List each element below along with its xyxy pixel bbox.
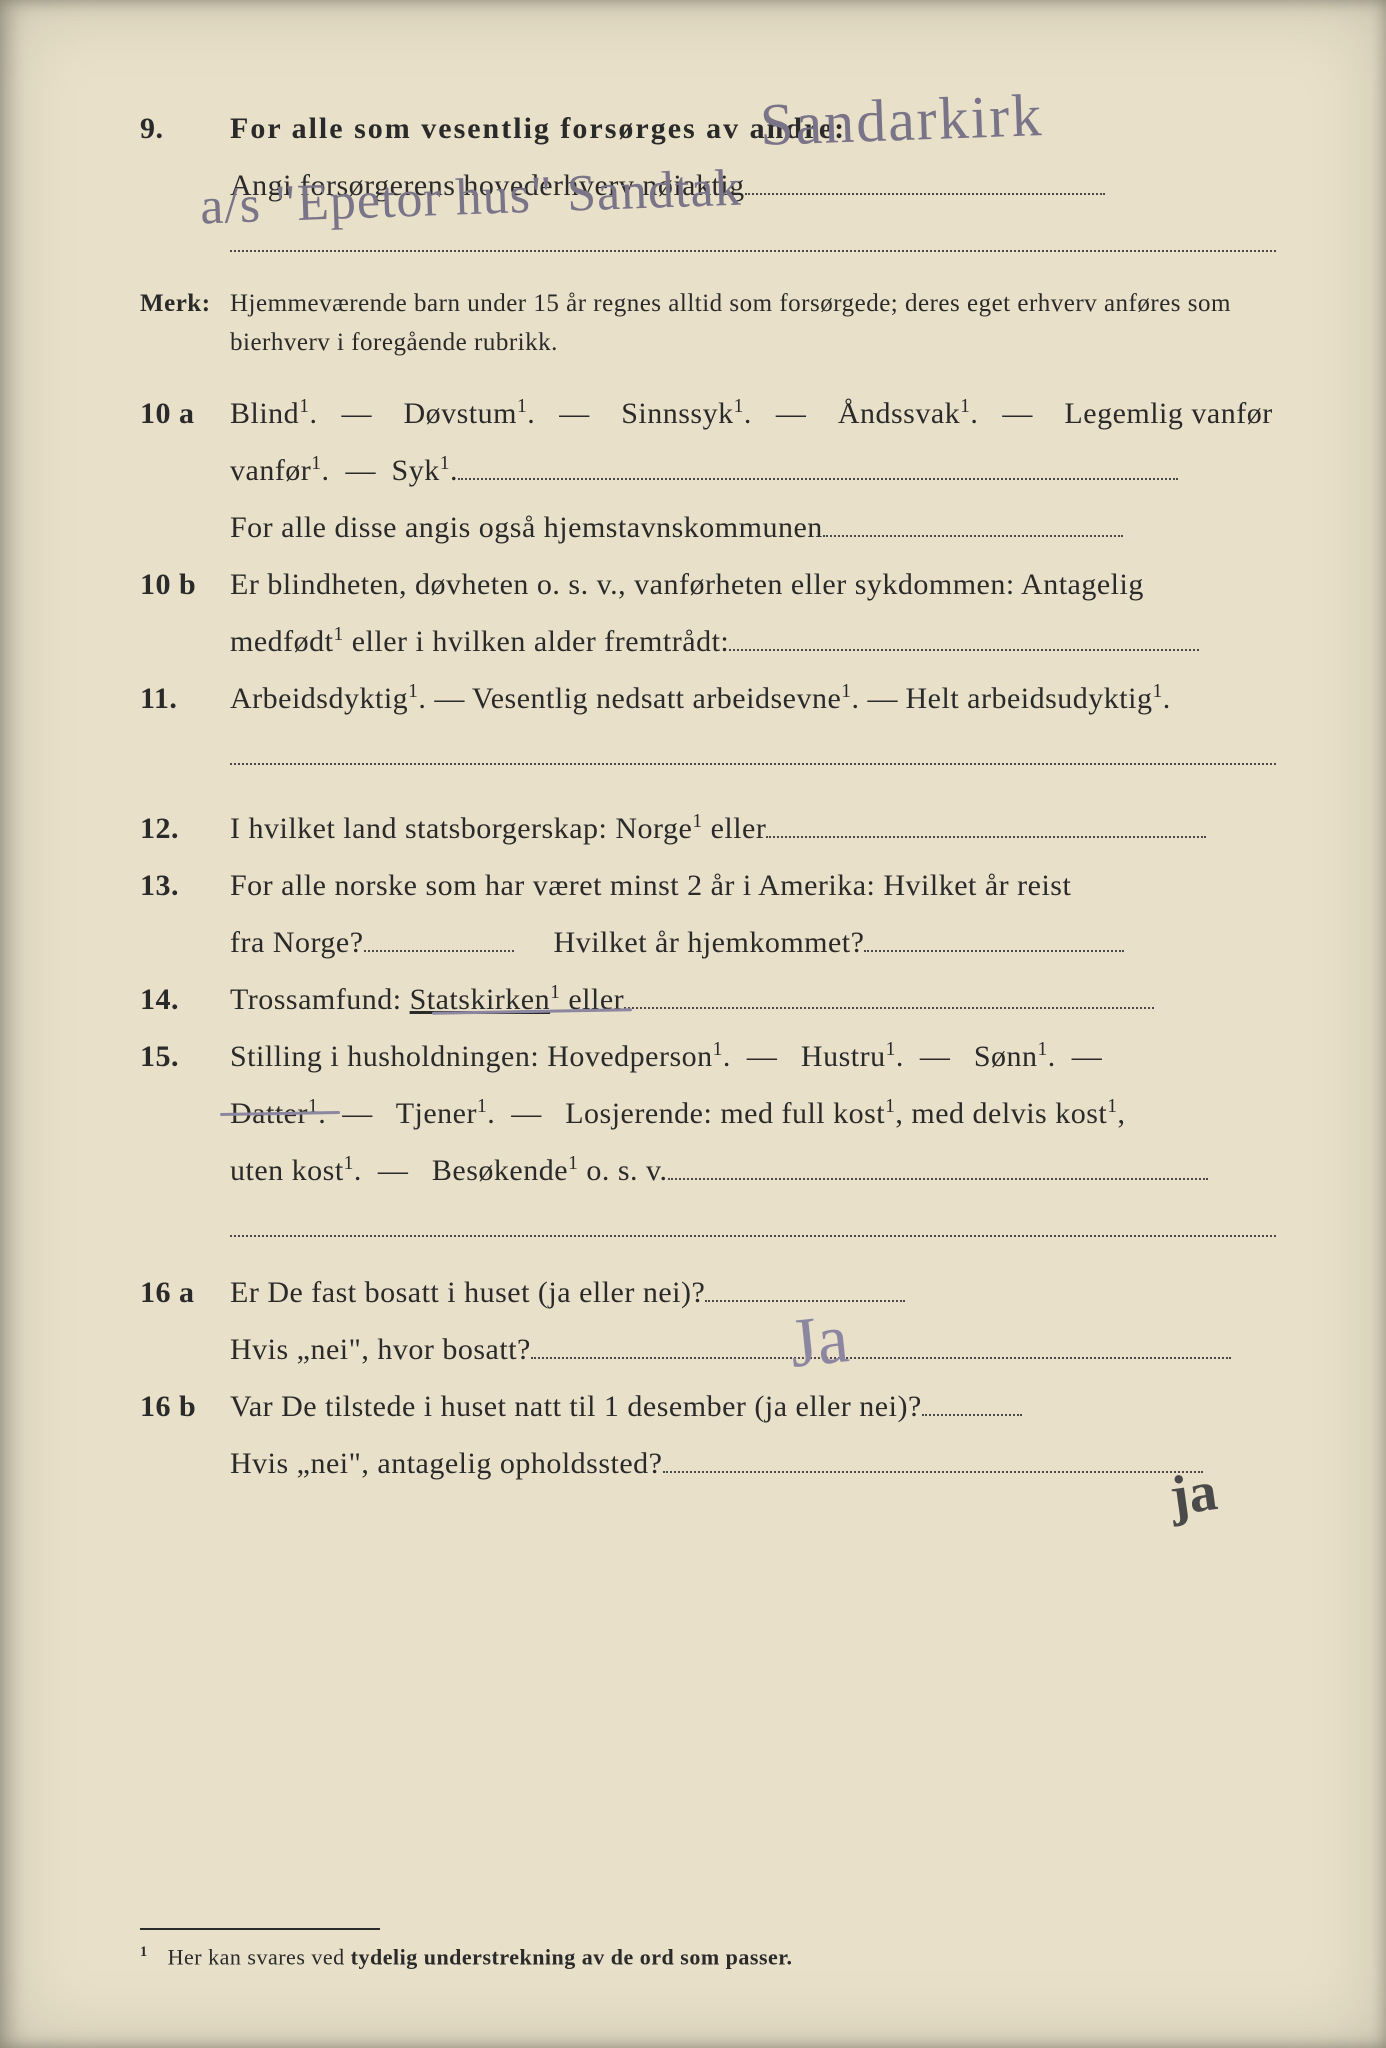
fill-line: [745, 166, 1105, 195]
fill-line: [230, 1208, 1276, 1237]
option-statskirken: Statskirken: [410, 983, 551, 1016]
option-datter: Datter: [230, 1097, 308, 1130]
fill-line: [230, 223, 1276, 252]
fill-line: [864, 923, 1124, 952]
fill-line: [458, 451, 1178, 480]
question-number: 16 b: [140, 1378, 230, 1435]
question-9: 9. For alle som vesentlig forsørges av a…: [140, 100, 1276, 157]
question-number: 11.: [140, 670, 230, 727]
question-14: 14. Trossamfund: Statskirken1 eller: [140, 971, 1276, 1028]
merk-note: Merk: Hjemmeværende barn under 15 år reg…: [140, 285, 1276, 363]
question-13-text: For alle norske som har været minst 2 år…: [230, 857, 1276, 914]
question-10b-text: Er blindheten, døvheten o. s. v., vanfør…: [230, 556, 1276, 613]
question-10a: 10 a Blind1. — Døvstum1. — Sinnssyk1. — …: [140, 385, 1276, 442]
fill-line: [729, 622, 1199, 651]
question-12: 12. I hvilket land statsborgerskap: Norg…: [140, 800, 1276, 857]
question-13: 13. For alle norske som har været minst …: [140, 857, 1276, 914]
footnote: 1 Her kan svares ved tydelig understrekn…: [140, 1944, 1276, 1970]
question-16a-line2: Hvis „nei", hvor bosatt?: [140, 1321, 1276, 1378]
question-number: 12.: [140, 800, 230, 857]
question-9-label: Angi forsørgerens hovederhverv nøiaktig: [230, 169, 745, 202]
question-11-blank: [140, 727, 1276, 784]
footnote-rule: [140, 1928, 380, 1930]
merk-label: Merk:: [140, 285, 230, 324]
census-form-page: Sandarkirk a/s "Epetor hus" Sandtak Ja j…: [0, 0, 1386, 2048]
question-number: 15.: [140, 1028, 230, 1085]
question-9-blank: [140, 214, 1276, 271]
fill-line: [531, 1330, 1231, 1359]
question-15: 15. Stilling i husholdningen: Hovedperso…: [140, 1028, 1276, 1085]
question-9-title: For alle som vesentlig forsørges av andr…: [230, 100, 1276, 157]
fill-line: [364, 923, 514, 952]
question-15-line2: Datter1. — Tjener1. — Losjerende: med fu…: [140, 1085, 1276, 1142]
fill-line: [663, 1444, 1203, 1473]
question-number: 10 a: [140, 385, 230, 442]
question-15-blank: [140, 1199, 1276, 1256]
question-number: 10 b: [140, 556, 230, 613]
question-10b: 10 b Er blindheten, døvheten o. s. v., v…: [140, 556, 1276, 613]
question-9-line: Angi forsørgerens hovederhverv nøiaktig: [140, 157, 1276, 214]
question-16b: 16 b Var De tilstede i huset natt til 1 …: [140, 1378, 1276, 1435]
question-number: 14.: [140, 971, 230, 1028]
fill-line: [668, 1151, 1208, 1180]
question-16a: 16 a Er De fast bosatt i huset (ja eller…: [140, 1264, 1276, 1321]
fill-line: [766, 809, 1206, 838]
question-10b-cont: medfødt1 eller i hvilken alder fremtrådt…: [140, 613, 1276, 670]
question-number: 13.: [140, 857, 230, 914]
question-16b-line2: Hvis „nei", antagelig opholdssted?: [140, 1435, 1276, 1492]
question-10a-line2: For alle disse angis også hjemstavnskomm…: [140, 499, 1276, 556]
fill-line: [705, 1273, 905, 1302]
question-10a-cont: Sykvanfør1. — Syk1.: [140, 442, 1276, 499]
question-11: 11. Arbeidsdyktig1. — Vesentlig nedsatt …: [140, 670, 1276, 727]
footnote-marker: 1: [140, 1944, 148, 1960]
question-number: 9.: [140, 100, 230, 157]
fill-line: [922, 1387, 1022, 1416]
fill-line: [624, 980, 1154, 1009]
question-15-line3: uten kost1. — Besøkende1 o. s. v.: [140, 1142, 1276, 1199]
fill-line: [823, 508, 1123, 537]
footnote-block: 1 Her kan svares ved tydelig understrekn…: [140, 1928, 1276, 1970]
question-13-cont: fra Norge? Hvilket år hjemkommet?: [140, 914, 1276, 971]
merk-text: Hjemmeværende barn under 15 år regnes al…: [230, 285, 1276, 363]
fill-line: [230, 736, 1276, 765]
question-number: 16 a: [140, 1264, 230, 1321]
